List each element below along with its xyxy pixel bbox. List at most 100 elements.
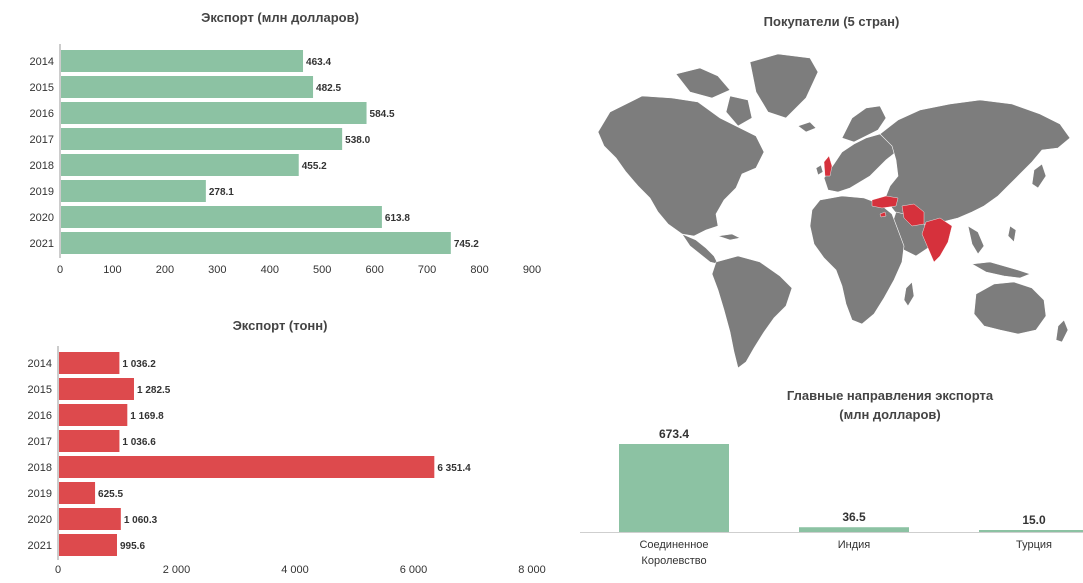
destinations-value-label: 673.4 [659, 427, 689, 441]
export_tons-category-label: 2020 [28, 514, 52, 526]
export_tons-bar [59, 378, 134, 400]
map-africa [809, 195, 905, 325]
export-usd-chart-title: Экспорт (млн долларов) [201, 10, 359, 25]
destinations-value-label: 15.0 [1022, 513, 1046, 527]
destinations-value-label: 36.5 [842, 510, 866, 524]
export_tons-value-label: 1 036.2 [122, 359, 156, 370]
export_usd-value-label: 538.0 [345, 135, 370, 146]
destinations-bar [799, 527, 909, 532]
export-tons-chart-plot: 2014 1 036.2 2015 1 282.5 2016 1 169.8 2017 1 0… [28, 346, 546, 576]
export_usd-value-label: 584.5 [370, 109, 395, 120]
export_tons-category-label: 2014 [28, 358, 52, 370]
destinations-category-label: Индия [838, 539, 871, 551]
export_usd-value-label: 463.4 [306, 57, 331, 68]
destinations-bar [979, 530, 1083, 532]
export-usd-chart: Экспорт (млн долларов) 2014 463.4 2015 482.… [0, 0, 560, 290]
export_tons-category-label: 2019 [28, 488, 52, 500]
export_tons-value-label: 1 169.8 [130, 411, 164, 422]
export_tons-value-label: 625.5 [98, 489, 123, 500]
export_tons-bar [59, 430, 120, 452]
export_tons-category-label: 2018 [28, 462, 52, 474]
export_tons-x-tick-label: 2 000 [163, 564, 191, 576]
world-map [597, 53, 1071, 369]
map-highlight-india [921, 217, 953, 263]
export_tons-category-label: 2021 [28, 540, 52, 552]
map-philippines [1007, 225, 1017, 243]
export_usd-bar [61, 180, 206, 202]
destinations-bar [619, 444, 729, 532]
export_tons-category-label: 2017 [28, 436, 52, 448]
map-greenland [749, 53, 819, 119]
map-southeast-asia [967, 225, 985, 255]
export_usd-category-label: 2016 [30, 108, 54, 120]
export_usd-value-label: 278.1 [209, 187, 234, 198]
export_usd-x-tick-label: 900 [523, 264, 541, 276]
export-tons-chart: Экспорт (тонн) 2014 1 036.2 2015 1 282.5 201… [0, 308, 560, 578]
export_usd-x-tick-label: 0 [57, 264, 63, 276]
export_usd-x-tick-label: 300 [208, 264, 226, 276]
export_tons-x-tick-label: 0 [55, 564, 61, 576]
buyers-map-title: Покупатели (5 стран) [763, 14, 900, 29]
map-highlight-iran [901, 203, 925, 227]
destinations-chart: Главные направления экспорта (млн доллар… [580, 372, 1083, 578]
export_usd-bar [61, 50, 304, 72]
map-central-america [681, 233, 719, 265]
destinations-chart-title: Главные направления экспорта (млн доллар… [680, 386, 1083, 424]
export_tons-x-tick-label: 6 000 [400, 564, 428, 576]
export_usd-x-tick-label: 700 [418, 264, 436, 276]
export_tons-value-label: 995.6 [120, 541, 145, 552]
map-australia [973, 281, 1047, 335]
export_usd-x-tick-label: 100 [103, 264, 121, 276]
map-scandinavia [841, 105, 887, 143]
export_usd-category-label: 2014 [30, 56, 54, 68]
export_tons-value-label: 1 036.6 [122, 437, 156, 448]
buyers-map: Покупатели (5 стран) [580, 0, 1083, 370]
map-indonesia [971, 261, 1031, 279]
map-europe [823, 133, 897, 193]
export_tons-value-label: 1 060.3 [124, 515, 158, 526]
export_usd-x-tick-label: 500 [313, 264, 331, 276]
export_usd-x-tick-label: 200 [156, 264, 174, 276]
export_tons-value-label: 1 282.5 [137, 385, 171, 396]
map-highlight-turkey [871, 195, 899, 209]
map-iceland [797, 121, 817, 133]
map-cuba [717, 233, 741, 241]
map-new-zealand [1055, 319, 1069, 343]
export_tons-bar [59, 352, 120, 374]
export_usd-x-tick-label: 600 [365, 264, 383, 276]
export_tons-bar [59, 508, 121, 530]
export_usd-category-label: 2017 [30, 134, 54, 146]
export_tons-bar [59, 456, 435, 478]
export_usd-category-label: 2015 [30, 82, 54, 94]
export_usd-bar [61, 102, 367, 124]
export_usd-bar [61, 154, 299, 176]
export_usd-bar [61, 128, 343, 150]
export_tons-x-tick-label: 8 000 [518, 564, 546, 576]
map-asia [879, 99, 1071, 233]
export_usd-bar [61, 232, 451, 254]
export-usd-chart-plot: 2014 463.4 2015 482.5 2016 584.5 2017 538.0 2018… [30, 44, 541, 276]
export_usd-category-label: 2019 [30, 186, 54, 198]
map-south-america [711, 255, 793, 369]
destinations-chart-plot: 673.4 Соединенное Королевство 36.5 Индия 15.0… [580, 427, 1083, 567]
map-north-america [597, 95, 765, 237]
export_usd-category-label: 2020 [30, 212, 54, 224]
export_tons-x-tick-label: 4 000 [281, 564, 309, 576]
export_tons-bar [59, 534, 117, 556]
export_usd-bar [61, 206, 382, 228]
map-arctic-islands [675, 67, 731, 99]
export_tons-category-label: 2016 [28, 410, 52, 422]
export_tons-bar [59, 404, 128, 426]
map-highlight-united-kingdom [823, 155, 833, 177]
destinations-title-line-2: (млн долларов) [839, 407, 941, 422]
map-japan [1031, 163, 1047, 189]
export_usd-category-label: 2021 [30, 238, 54, 250]
map-madagascar [903, 281, 915, 307]
export_usd-x-tick-label: 400 [261, 264, 279, 276]
export_usd-value-label: 613.8 [385, 213, 410, 224]
export_usd-x-tick-label: 800 [470, 264, 488, 276]
map-ireland [815, 164, 824, 176]
destinations-category-label: Соединенное [639, 539, 708, 551]
destinations-category-label: Турция [1016, 539, 1052, 551]
export-tons-chart-title: Экспорт (тонн) [232, 318, 328, 333]
